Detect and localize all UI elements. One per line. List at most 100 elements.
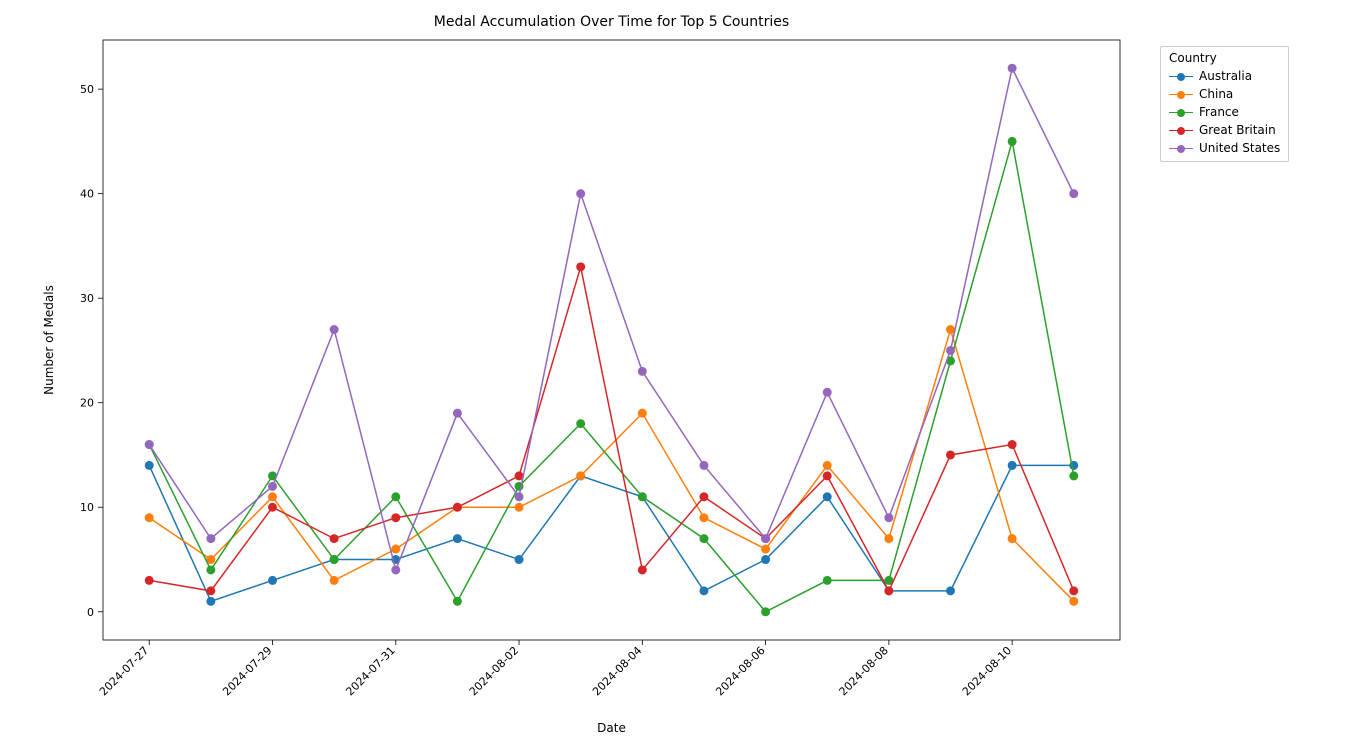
series-marker bbox=[1008, 441, 1016, 449]
series-marker bbox=[700, 535, 708, 543]
legend-label: Australia bbox=[1199, 69, 1252, 83]
medal-chart: Medal Accumulation Over Time for Top 5 C… bbox=[0, 0, 1357, 754]
legend-item: Australia bbox=[1169, 67, 1280, 85]
series-marker bbox=[515, 556, 523, 564]
series-marker bbox=[330, 326, 338, 334]
series-marker bbox=[269, 576, 277, 584]
series-marker bbox=[392, 545, 400, 553]
legend-item: Great Britain bbox=[1169, 121, 1280, 139]
series-marker bbox=[330, 535, 338, 543]
series-marker bbox=[700, 587, 708, 595]
series-marker bbox=[392, 493, 400, 501]
series-line bbox=[149, 267, 1074, 591]
series-marker bbox=[207, 535, 215, 543]
series-marker bbox=[269, 503, 277, 511]
series-marker bbox=[207, 556, 215, 564]
x-tick-label: 2024-08-02 bbox=[467, 644, 521, 698]
series-marker bbox=[638, 367, 646, 375]
series-line bbox=[149, 465, 1074, 601]
chart-title: Medal Accumulation Over Time for Top 5 C… bbox=[434, 14, 789, 30]
series-marker bbox=[885, 587, 893, 595]
x-tick-label: 2024-08-10 bbox=[960, 644, 1014, 698]
series-marker bbox=[207, 597, 215, 605]
series-marker bbox=[823, 493, 831, 501]
series-marker bbox=[947, 451, 955, 459]
series-marker bbox=[269, 493, 277, 501]
series-marker bbox=[1070, 190, 1078, 198]
series-marker bbox=[885, 535, 893, 543]
series-marker bbox=[700, 461, 708, 469]
series-line bbox=[149, 141, 1074, 611]
series-marker bbox=[885, 514, 893, 522]
series-line bbox=[149, 330, 1074, 602]
x-tick-label: 2024-08-04 bbox=[590, 644, 644, 698]
series-marker bbox=[1070, 597, 1078, 605]
legend-item: France bbox=[1169, 103, 1280, 121]
series-marker bbox=[1008, 461, 1016, 469]
series-marker bbox=[453, 597, 461, 605]
series-marker bbox=[947, 587, 955, 595]
legend-item: United States bbox=[1169, 139, 1280, 157]
series-marker bbox=[145, 576, 153, 584]
series-marker bbox=[207, 587, 215, 595]
series-marker bbox=[762, 535, 770, 543]
series-marker bbox=[577, 472, 585, 480]
series-line bbox=[149, 68, 1074, 570]
series-marker bbox=[577, 190, 585, 198]
y-tick-label: 50 bbox=[80, 83, 94, 96]
series-marker bbox=[762, 556, 770, 564]
legend-item: China bbox=[1169, 85, 1280, 103]
series-marker bbox=[145, 441, 153, 449]
series-marker bbox=[145, 461, 153, 469]
series-marker bbox=[330, 556, 338, 564]
x-tick-label: 2024-08-08 bbox=[837, 644, 891, 698]
legend-label: United States bbox=[1199, 141, 1280, 155]
y-tick-label: 0 bbox=[87, 606, 94, 619]
series-marker bbox=[638, 493, 646, 501]
series-marker bbox=[1008, 535, 1016, 543]
series-marker bbox=[453, 535, 461, 543]
series-marker bbox=[762, 608, 770, 616]
x-axis-label: Date bbox=[597, 721, 626, 735]
series-marker bbox=[947, 326, 955, 334]
series-marker bbox=[947, 346, 955, 354]
series-marker bbox=[269, 482, 277, 490]
series-marker bbox=[515, 493, 523, 501]
y-tick-label: 40 bbox=[80, 188, 94, 201]
series-marker bbox=[515, 472, 523, 480]
series-marker bbox=[453, 503, 461, 511]
series-marker bbox=[638, 566, 646, 574]
series-marker bbox=[823, 461, 831, 469]
series-marker bbox=[700, 514, 708, 522]
legend-label: Great Britain bbox=[1199, 123, 1276, 137]
series-marker bbox=[515, 503, 523, 511]
series-marker bbox=[1008, 64, 1016, 72]
y-tick-label: 30 bbox=[80, 292, 94, 305]
series-marker bbox=[577, 263, 585, 271]
x-tick-label: 2024-07-27 bbox=[97, 644, 151, 698]
series-marker bbox=[330, 576, 338, 584]
series-marker bbox=[392, 514, 400, 522]
series-marker bbox=[700, 493, 708, 501]
chart-legend: Country AustraliaChinaFranceGreat Britai… bbox=[1160, 46, 1289, 162]
series-marker bbox=[453, 409, 461, 417]
y-axis-label: Number of Medals bbox=[42, 285, 56, 395]
series-marker bbox=[1070, 472, 1078, 480]
series-marker bbox=[1008, 137, 1016, 145]
series-marker bbox=[823, 388, 831, 396]
series-marker bbox=[577, 420, 585, 428]
x-tick-label: 2024-07-29 bbox=[220, 644, 274, 698]
plot-border bbox=[103, 40, 1120, 640]
series-marker bbox=[823, 472, 831, 480]
series-marker bbox=[638, 409, 646, 417]
legend-label: France bbox=[1199, 105, 1239, 119]
series-marker bbox=[207, 566, 215, 574]
series-marker bbox=[392, 566, 400, 574]
y-tick-label: 20 bbox=[80, 397, 94, 410]
series-marker bbox=[145, 514, 153, 522]
series-marker bbox=[1070, 587, 1078, 595]
x-tick-label: 2024-08-06 bbox=[713, 644, 767, 698]
y-tick-label: 10 bbox=[80, 501, 94, 514]
series-marker bbox=[823, 576, 831, 584]
legend-label: China bbox=[1199, 87, 1233, 101]
